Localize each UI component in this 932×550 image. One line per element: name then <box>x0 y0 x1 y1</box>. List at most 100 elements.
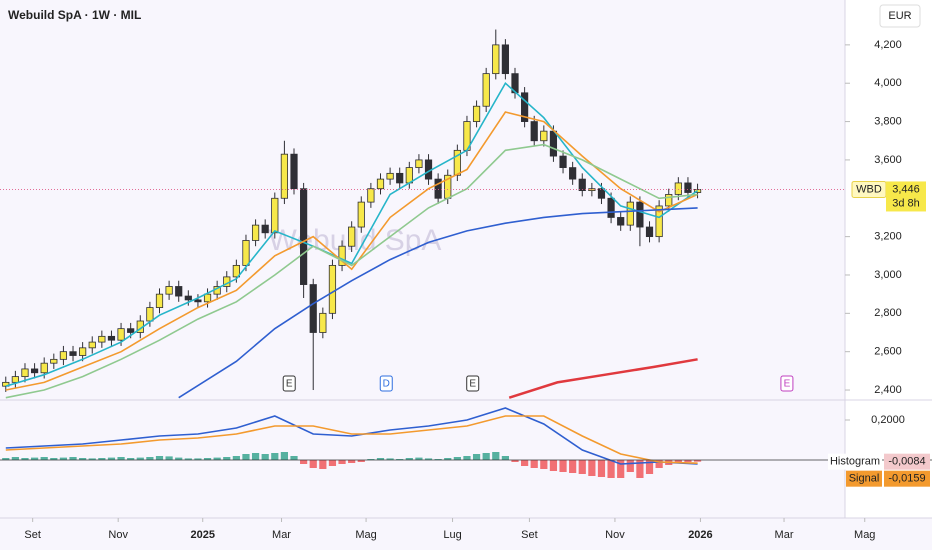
candle-body <box>117 328 125 341</box>
histogram-bar <box>492 452 500 460</box>
histogram-bar <box>472 454 481 460</box>
candle-body <box>69 351 77 356</box>
histogram-bar <box>655 460 663 468</box>
hist-value: -0,0084 <box>888 456 925 468</box>
histogram-bar <box>617 460 625 478</box>
histogram-bar <box>453 457 461 460</box>
histogram-bar <box>69 457 77 460</box>
event-label: D <box>383 379 390 390</box>
histogram-bar <box>559 460 567 472</box>
candle-body <box>655 205 663 238</box>
ma-line <box>178 207 698 399</box>
candle-body <box>184 295 192 301</box>
y-tick-label: 2,600 <box>874 346 902 358</box>
histogram-bar <box>213 457 221 460</box>
ma-line <box>5 81 699 387</box>
y-tick-label: 3,800 <box>874 115 902 127</box>
candle-body <box>146 307 154 322</box>
candle-body <box>578 178 586 192</box>
histogram-bar <box>271 453 279 460</box>
candle-body <box>107 335 116 341</box>
candle-body <box>386 172 394 180</box>
candle-body <box>559 155 567 168</box>
x-tick-label: Nov <box>605 529 625 541</box>
x-tick-label: 2025 <box>190 529 214 541</box>
histogram-bar <box>280 452 289 460</box>
histogram-bar <box>674 460 682 463</box>
ma-line <box>5 143 698 399</box>
histogram-bar <box>501 456 509 460</box>
histogram-bar <box>165 456 173 460</box>
candle-body <box>597 188 606 199</box>
candle-body <box>367 188 375 203</box>
ma-line <box>5 407 698 465</box>
candle-body <box>626 201 634 226</box>
x-tick-label: Nov <box>108 529 128 541</box>
candle-body <box>79 347 87 356</box>
y-tick-label: 3,200 <box>874 231 902 243</box>
histogram-bar <box>251 453 260 460</box>
candle-body <box>674 182 682 195</box>
ma-line <box>5 111 698 391</box>
candle-body <box>357 201 365 228</box>
event-label: E <box>286 379 293 390</box>
candle-body <box>30 368 39 374</box>
x-tick-label: Mag <box>355 529 376 541</box>
candle-body <box>472 105 481 122</box>
histogram-bar <box>684 460 692 462</box>
hist-name: Histogram <box>830 456 880 468</box>
candle-body <box>11 376 19 383</box>
histogram-bar <box>184 458 192 460</box>
candle-body <box>251 224 260 241</box>
candle-body <box>482 73 490 107</box>
candle-body <box>617 217 625 226</box>
histogram-bar <box>348 460 356 463</box>
histogram-bar <box>424 458 433 460</box>
y-tick-label: 2,400 <box>874 384 902 396</box>
candle-body <box>165 286 173 295</box>
histogram-bar <box>194 458 202 460</box>
x-tick-label: Mar <box>775 529 794 541</box>
histogram-bar <box>50 458 58 460</box>
currency-box[interactable] <box>879 4 921 28</box>
histogram-bar <box>434 459 442 460</box>
histogram-bar <box>79 458 87 460</box>
candle-body <box>636 201 644 228</box>
price-axis-bg <box>845 0 932 518</box>
countdown-label: 3d 8h <box>892 197 920 209</box>
histogram-bar <box>645 460 654 474</box>
currency[interactable]: EUR <box>888 10 911 22</box>
candle-body <box>684 182 692 193</box>
candle-body <box>376 178 385 190</box>
y-tick-label: 4,000 <box>874 77 902 89</box>
event-marker <box>466 375 480 392</box>
histogram-bar <box>482 453 490 460</box>
last-price-label: 3,446 <box>892 183 920 195</box>
event-marker <box>379 375 393 392</box>
chart-title: Webuild SpA · 1W · MIL <box>8 8 141 22</box>
candle-body <box>328 264 337 314</box>
candle-body <box>348 226 356 247</box>
candle-body <box>21 368 29 378</box>
histogram-bar <box>578 460 586 474</box>
ma-line <box>5 415 698 464</box>
y-tick-label: 2,800 <box>874 307 902 319</box>
candle-body <box>50 358 58 364</box>
candle-body <box>492 44 500 75</box>
candle-body <box>98 335 106 343</box>
histogram-bar <box>549 460 558 471</box>
y-tick-label: 0,2000 <box>871 414 905 426</box>
event-label: E <box>469 379 476 390</box>
candle-body <box>396 172 404 184</box>
histogram-bar <box>319 460 327 469</box>
y-tick-label: 3,000 <box>874 269 902 281</box>
histogram-bar <box>30 457 39 460</box>
last-price-badge <box>886 181 926 212</box>
histogram-bar <box>328 460 337 466</box>
histogram-bar <box>146 457 154 460</box>
histogram-bar <box>386 458 394 460</box>
hist-value-badge <box>884 453 930 470</box>
candle-body <box>415 159 423 168</box>
